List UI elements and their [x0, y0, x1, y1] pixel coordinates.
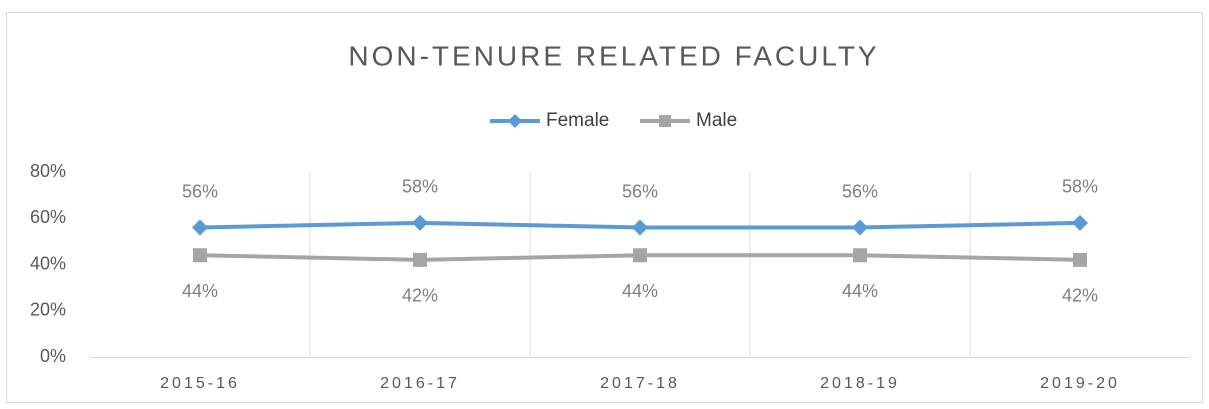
marker: [632, 219, 648, 236]
x-tick-label: 2015-16: [160, 375, 240, 392]
marker: [1072, 214, 1088, 231]
data-label: 56%: [182, 181, 218, 201]
x-tick-label: 2016-17: [380, 375, 460, 392]
data-label: 58%: [1062, 177, 1098, 197]
y-tick-label: 20%: [30, 300, 66, 320]
y-tick-label: 40%: [30, 253, 66, 273]
marker: [633, 248, 647, 263]
marker: [192, 219, 208, 236]
marker: [413, 252, 427, 267]
marker: [508, 114, 522, 128]
data-label: 44%: [842, 281, 878, 301]
marker: [659, 115, 671, 127]
chart-title: NON-TENURE RELATED FACULTY: [348, 40, 879, 71]
data-label: 56%: [842, 181, 878, 201]
y-tick-label: 0%: [40, 346, 66, 366]
legend-label: Male: [696, 110, 737, 131]
marker: [852, 219, 868, 236]
marker: [193, 248, 207, 263]
data-label: 56%: [622, 181, 658, 201]
data-label: 42%: [402, 286, 438, 306]
chart-border: [6, 12, 1203, 403]
marker: [853, 248, 867, 263]
x-tick-label: 2019-20: [1040, 375, 1120, 392]
data-label: 44%: [182, 281, 218, 301]
legend-label: Female: [546, 110, 609, 131]
data-label: 58%: [402, 177, 438, 197]
y-tick-label: 60%: [30, 207, 66, 227]
x-tick-label: 2018-19: [820, 375, 900, 392]
x-tick-label: 2017-18: [600, 375, 680, 392]
marker: [412, 214, 428, 231]
marker: [1073, 252, 1087, 267]
y-tick-label: 80%: [30, 161, 66, 181]
data-label: 44%: [622, 281, 658, 301]
data-label: 42%: [1062, 286, 1098, 306]
